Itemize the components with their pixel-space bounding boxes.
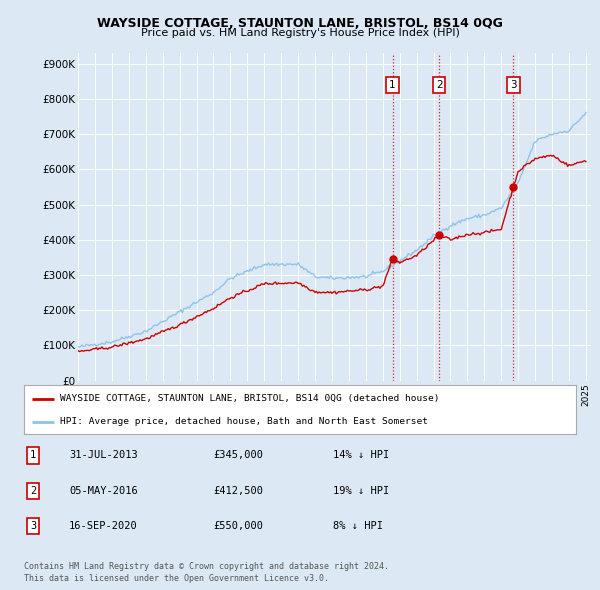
Text: 14% ↓ HPI: 14% ↓ HPI [333, 451, 389, 460]
Text: HPI: Average price, detached house, Bath and North East Somerset: HPI: Average price, detached house, Bath… [60, 417, 428, 426]
Text: 3: 3 [510, 80, 517, 90]
Text: Contains HM Land Registry data © Crown copyright and database right 2024.
This d: Contains HM Land Registry data © Crown c… [24, 562, 389, 583]
Text: 1: 1 [30, 451, 36, 460]
Text: 05-MAY-2016: 05-MAY-2016 [69, 486, 138, 496]
Text: Price paid vs. HM Land Registry's House Price Index (HPI): Price paid vs. HM Land Registry's House … [140, 28, 460, 38]
Text: 3: 3 [30, 522, 36, 531]
Text: 1: 1 [389, 80, 396, 90]
Text: £550,000: £550,000 [213, 522, 263, 531]
Text: 2: 2 [30, 486, 36, 496]
Text: 2: 2 [436, 80, 442, 90]
Text: 31-JUL-2013: 31-JUL-2013 [69, 451, 138, 460]
Text: WAYSIDE COTTAGE, STAUNTON LANE, BRISTOL, BS14 0QG (detached house): WAYSIDE COTTAGE, STAUNTON LANE, BRISTOL,… [60, 394, 439, 404]
Text: 8% ↓ HPI: 8% ↓ HPI [333, 522, 383, 531]
Text: £412,500: £412,500 [213, 486, 263, 496]
Text: 16-SEP-2020: 16-SEP-2020 [69, 522, 138, 531]
Text: 19% ↓ HPI: 19% ↓ HPI [333, 486, 389, 496]
Text: WAYSIDE COTTAGE, STAUNTON LANE, BRISTOL, BS14 0QG: WAYSIDE COTTAGE, STAUNTON LANE, BRISTOL,… [97, 17, 503, 30]
Text: £345,000: £345,000 [213, 451, 263, 460]
